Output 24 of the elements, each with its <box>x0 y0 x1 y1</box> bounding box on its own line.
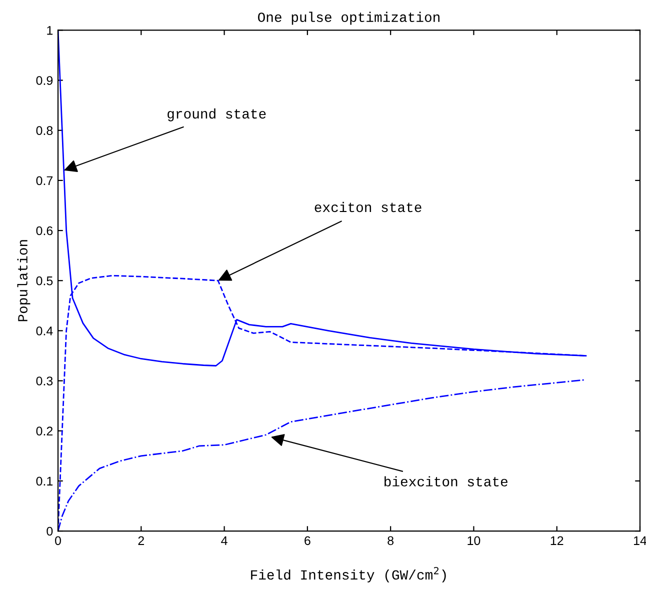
y-tick-label: 0.1 <box>36 476 53 486</box>
x-tick-label: 0 <box>55 536 61 546</box>
y-tick-label: 0.6 <box>36 226 53 236</box>
x-tick-label: 6 <box>304 536 310 546</box>
chart-title: One pulse optimization <box>258 12 440 25</box>
y-axis-title: Population <box>17 240 30 322</box>
x-tick-label: 12 <box>550 536 564 545</box>
y-tick-label: 0.4 <box>36 326 53 336</box>
x-tick-label: 8 <box>388 536 394 546</box>
x-tick-label: 2 <box>138 536 144 545</box>
y-tick-label: 0.7 <box>36 176 53 186</box>
x-tick-label: 4 <box>221 536 228 545</box>
x-axis-title: Field Intensity (GW/cm$^{2}$) <box>251 566 446 582</box>
y-tick-label: 0 <box>46 526 53 536</box>
y-tick-label: 0.3 <box>36 376 53 386</box>
annotation: exciton state <box>314 202 422 212</box>
y-tick-label: 0.2 <box>36 426 53 436</box>
annotation: biexciton state <box>384 476 508 486</box>
y-tick-label: 0.9 <box>36 76 53 85</box>
annotation: ground state <box>168 108 266 122</box>
y-tick-label: 0.5 <box>36 276 53 286</box>
y-tick-label: 1 <box>47 26 53 35</box>
x-tick-label: 10 <box>468 536 480 546</box>
y-tick-label: 0.8 <box>36 126 53 136</box>
